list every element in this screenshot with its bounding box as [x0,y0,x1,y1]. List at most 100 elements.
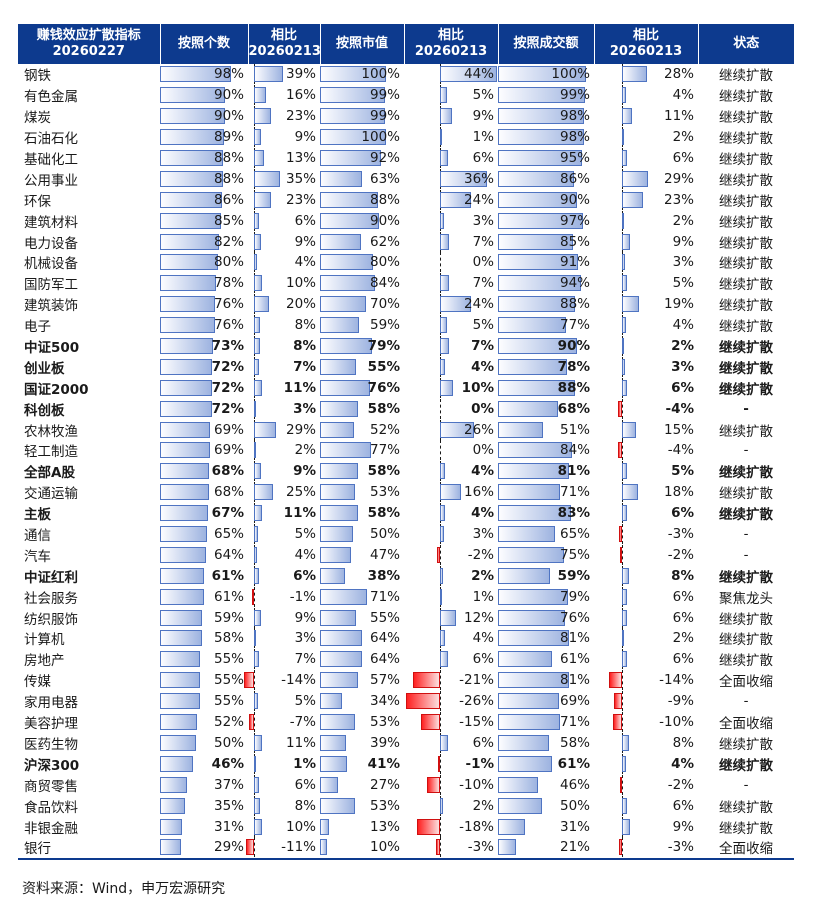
data-label: 24% [463,191,494,208]
row-label: 国防军工 [24,277,78,294]
row-label: 银行 [18,836,160,860]
turnover_chg-bar [622,66,648,83]
turnover-bar [498,567,550,584]
mcap-bar [320,129,386,146]
data-label: 94% [559,275,590,292]
row-label: 创业板 [24,360,65,377]
mcap-cell: 55% [320,356,404,377]
data-label: 19% [663,296,694,313]
mcap_chg-bar [436,839,440,856]
status-cell: 继续扩散 [719,214,773,231]
status-cell: 继续扩散 [719,653,773,670]
data-label: 4% [471,505,494,522]
count-cell: 69% [160,419,248,440]
data-label: -21% [459,672,494,689]
row-label: 纺织服饰 [24,611,78,628]
mcap-cell: 53% [320,482,404,503]
table-body: 钢铁 98% 39% 100% 44% 100% 28% 继续扩散 有色金属 90% 16% 99% 5… [18,64,794,860]
data-label: 7% [293,358,316,375]
data-label: 86% [559,170,590,187]
data-label: 65% [213,526,244,543]
mcap_chg-bar [412,672,440,689]
mcap-chg-cell: 2% [404,565,498,586]
turnover-bar [498,400,558,417]
data-label: 2% [672,212,694,229]
count_chg-bar [254,693,258,710]
count-chg-cell: 6% [248,565,320,586]
turnover-bar [498,191,578,208]
column-header: 按照市值 [320,24,405,64]
mcap-cell: 71% [320,586,404,607]
data-label: 68% [557,400,590,417]
mcap-bar [320,776,338,793]
count-cell: 85% [160,210,248,231]
turnover-cell: 71% [498,712,594,733]
mcap-chg-cell: 4% [404,356,498,377]
turnover-chg-cell: 3% [594,252,698,273]
row-label: 石油石化 [24,131,78,148]
mcap-chg-cell: 4% [404,503,498,524]
data-label: 2% [294,442,316,459]
mcap-chg-cell: 10% [404,377,498,398]
turnover-cell: 61% [498,753,594,774]
turnover-cell: 97% [498,210,594,231]
row-label: 美容护理 [24,716,78,733]
data-label: 85% [213,212,244,229]
status-cell: - [743,776,749,793]
data-label: 55% [213,693,244,710]
count_chg-bar [254,755,256,772]
turnover_chg-bar [619,526,622,543]
mcap-cell: 53% [320,795,404,816]
mcap-bar [320,358,357,375]
column-header: 状态 [698,24,794,64]
table-row: 沪深300 46% 1% 41% -1% 61% 4% 继续扩散 [18,753,794,774]
mcap-cell: 99% [320,85,404,106]
zero-axis [440,712,441,733]
mcap_chg-bar [440,651,448,668]
data-label: -14% [281,672,316,689]
data-label: 15% [663,421,694,438]
data-label: 88% [369,191,400,208]
turnover_chg-bar [619,839,622,856]
mcap_chg-bar [440,734,448,751]
turnover-chg-cell: -9% [594,691,698,712]
count_chg-bar [254,358,260,375]
data-label: -10% [459,776,494,793]
data-label: 7% [471,338,494,355]
data-label: 50% [369,526,400,543]
zero-axis [440,670,441,691]
turnover-chg-cell: 5% [594,273,698,294]
count-bar [160,630,202,647]
data-label: 77% [369,442,400,459]
turnover-chg-cell: -3% [594,836,698,860]
turnover_chg-bar [622,275,627,292]
turnover-bar [498,526,556,543]
data-label: -11% [281,839,316,856]
row-label: 环保 [24,193,51,210]
data-label: 46% [559,776,590,793]
count-chg-cell: 7% [248,356,320,377]
turnover-chg-cell: 6% [594,586,698,607]
turnover-chg-cell: -10% [594,712,698,733]
status-cell: 全面收缩 [719,674,773,691]
data-label: 81% [559,672,590,689]
mcap-bar [320,797,355,814]
turnover_chg-bar [622,191,643,208]
turnover-bar [498,734,550,751]
data-label: 11% [283,379,316,396]
table-row: 有色金属 90% 16% 99% 5% 99% 4% 继续扩散 [18,85,794,106]
turnover-bar [498,546,564,563]
status-cell: 继续扩散 [719,423,773,440]
data-label: 68% [213,484,244,501]
data-label: -14% [659,672,694,689]
mcap-chg-cell: -26% [404,691,498,712]
turnover-cell: 94% [498,273,594,294]
turnover-bar [498,87,586,104]
turnover-bar [498,212,584,229]
mcap-bar [320,338,373,355]
count-chg-cell: 29% [248,419,320,440]
turnover-chg-cell: 4% [594,85,698,106]
zero-axis [622,524,623,545]
count-bar [160,505,209,522]
zero-axis [440,816,441,837]
